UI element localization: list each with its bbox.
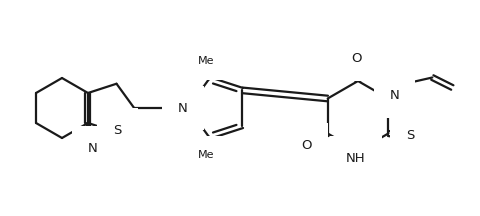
Text: Me: Me	[197, 56, 214, 67]
Text: S: S	[113, 124, 122, 137]
Text: S: S	[406, 129, 415, 142]
Text: NH: NH	[346, 151, 366, 165]
Text: N: N	[389, 89, 399, 102]
Text: Me: Me	[197, 149, 214, 160]
Text: N: N	[88, 142, 97, 155]
Text: N: N	[178, 102, 188, 114]
Text: O: O	[351, 52, 361, 65]
Text: O: O	[301, 139, 312, 152]
